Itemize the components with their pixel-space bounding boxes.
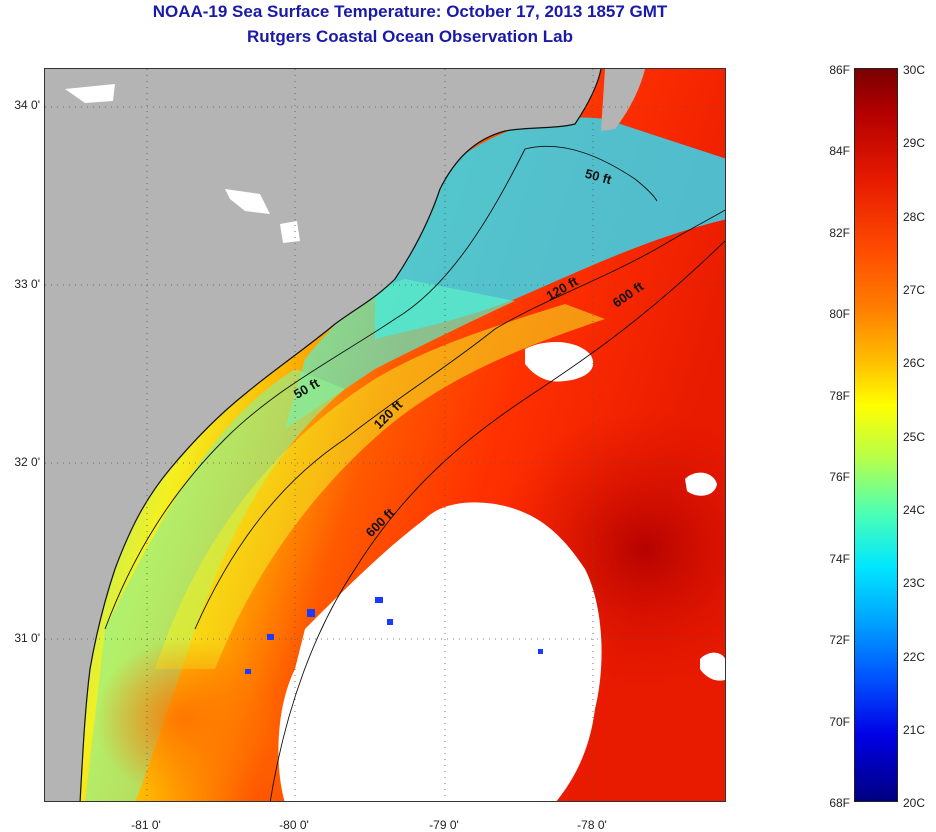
lat-label-32: 32 0' xyxy=(14,455,40,469)
lat-label-33: 33 0' xyxy=(14,277,40,291)
cool-inshore-band xyxy=(375,117,725,339)
colorbar-c-22: 22C xyxy=(903,650,926,664)
isobath-contours xyxy=(104,145,725,801)
yellow-band xyxy=(155,304,605,669)
cloud-land-1 xyxy=(65,84,115,103)
contour-120ft xyxy=(194,209,725,630)
graticule xyxy=(45,69,725,801)
lon-label-81: -81 0' xyxy=(131,818,161,832)
lon-label-79: -79 0' xyxy=(429,818,459,832)
colorbar-c-24: 24C xyxy=(903,503,926,517)
colorbar-f-82: 82F xyxy=(829,226,850,240)
colorbar-f-78: 78F xyxy=(829,389,850,403)
land-area xyxy=(45,69,601,801)
sst-map: 50 ft 50 ft 120 ft 120 ft 600 ft 600 ft xyxy=(44,68,726,802)
contour-600ft xyxy=(269,240,725,801)
cloud-land-3 xyxy=(280,221,300,243)
map-title: NOAA-19 Sea Surface Temperature: October… xyxy=(152,2,668,21)
colorbar-c-20: 20C xyxy=(903,796,926,810)
colorbar-c-30: 30C xyxy=(903,63,926,77)
colorbar-c-23: 23C xyxy=(903,576,926,590)
cold-speckles xyxy=(245,597,543,674)
land-cape xyxy=(601,69,645,131)
cyan-green-band xyxy=(285,279,515,429)
colorbar-c-28: 28C xyxy=(903,210,926,224)
cloud-land-2 xyxy=(225,189,270,214)
colorbar-c-29: 29C xyxy=(903,136,926,150)
lon-label-78: -78 0' xyxy=(577,818,607,832)
colorbar-f-72: 72F xyxy=(829,633,850,647)
lat-label-31: 31 0' xyxy=(14,631,40,645)
colorbar-f-76: 76F xyxy=(829,470,850,484)
colorbar-f-80: 80F xyxy=(829,307,850,321)
colorbar-f-84: 84F xyxy=(829,144,850,158)
cloud-mid xyxy=(525,342,594,382)
map-subtitle: Rutgers Coastal Ocean Observation Lab xyxy=(247,27,573,46)
temperature-colorbar xyxy=(854,68,898,802)
colorbar-f-70: 70F xyxy=(829,715,850,729)
lon-label-80: -80 0' xyxy=(279,818,309,832)
cloud-east-2 xyxy=(700,652,725,681)
cloud-east-1 xyxy=(685,472,717,496)
colorbar-f-74: 74F xyxy=(829,552,850,566)
coastline xyxy=(79,69,602,801)
colorbar-c-26: 26C xyxy=(903,356,926,370)
cloud-large xyxy=(278,502,602,801)
lat-label-34: 34 0' xyxy=(14,98,40,112)
colorbar-c-21: 21C xyxy=(903,723,926,737)
colorbar-c-27: 27C xyxy=(903,283,926,297)
colorbar-c-25: 25C xyxy=(903,430,926,444)
colorbar-f-68: 68F xyxy=(829,796,850,810)
contour-50ft xyxy=(104,145,658,630)
colorbar-f-86: 86F xyxy=(829,63,850,77)
